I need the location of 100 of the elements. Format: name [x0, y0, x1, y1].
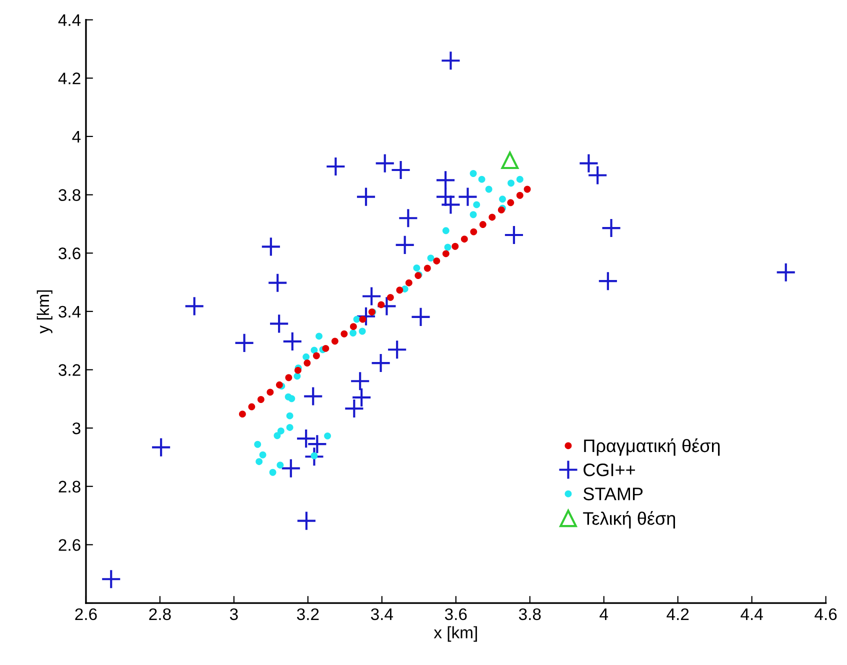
point	[588, 165, 608, 186]
point	[350, 323, 357, 330]
point	[307, 434, 328, 454]
point	[322, 344, 330, 352]
point	[340, 330, 348, 338]
point	[470, 211, 477, 218]
point	[398, 208, 418, 228]
x-tick-label: 4.4	[740, 608, 763, 620]
point	[184, 296, 204, 316]
point	[435, 186, 456, 207]
point	[374, 153, 395, 174]
point	[601, 218, 622, 238]
point	[326, 156, 346, 177]
point	[424, 264, 431, 272]
point	[361, 286, 382, 306]
point	[280, 458, 301, 478]
point	[234, 332, 254, 353]
y-tick-label: 4.4	[58, 14, 81, 26]
point	[598, 271, 618, 292]
point	[394, 234, 415, 256]
point	[150, 437, 172, 458]
x-tick-label: 3.8	[518, 608, 541, 620]
point	[507, 199, 514, 206]
point	[440, 50, 461, 71]
point	[276, 381, 283, 388]
point	[470, 228, 478, 236]
point	[296, 510, 317, 531]
point	[269, 314, 290, 334]
point	[324, 432, 332, 440]
y-tick-label: 3.8	[58, 189, 80, 201]
point	[316, 332, 322, 340]
point	[499, 196, 506, 203]
point	[405, 279, 412, 286]
point	[442, 250, 450, 258]
x-tick-label: 2.8	[149, 608, 171, 620]
point	[444, 244, 452, 251]
point	[101, 569, 122, 590]
point	[304, 446, 324, 467]
point	[310, 346, 318, 354]
point	[488, 214, 496, 221]
point	[259, 451, 266, 458]
y-tick-label: 4.2	[58, 72, 80, 84]
point	[485, 186, 492, 193]
point	[460, 236, 468, 243]
x-tick-label: 3.2	[296, 608, 319, 620]
point	[504, 224, 524, 246]
point	[376, 296, 397, 316]
x-tick-label: 4.6	[814, 608, 837, 620]
point	[294, 372, 301, 380]
point	[452, 242, 459, 250]
point	[254, 440, 262, 448]
legend-label: Τελική θέση	[583, 511, 675, 528]
point	[501, 152, 519, 170]
point	[312, 352, 320, 360]
point	[387, 340, 408, 360]
point	[359, 316, 366, 323]
x-tick-label: 3.6	[444, 608, 467, 620]
y-tick-label: 4	[72, 131, 81, 142]
point	[516, 176, 524, 183]
point	[269, 468, 276, 476]
legend-label: CGI++	[584, 463, 635, 476]
point	[304, 360, 311, 367]
point	[396, 286, 404, 294]
point	[578, 153, 599, 174]
point	[458, 186, 478, 207]
point	[413, 264, 420, 272]
point	[238, 410, 246, 418]
point	[440, 194, 461, 215]
point	[442, 227, 450, 234]
y-tick-label: 2.8	[58, 480, 80, 493]
point	[508, 180, 514, 187]
point	[386, 294, 394, 301]
point	[282, 331, 302, 352]
point	[410, 306, 431, 328]
point	[288, 395, 296, 402]
point	[356, 306, 376, 326]
point	[390, 160, 411, 180]
legend-label: Πραγματική θέση	[584, 438, 720, 456]
point	[277, 428, 284, 434]
point	[276, 462, 284, 469]
y-axis-title: y [km]	[36, 290, 52, 334]
point	[274, 432, 281, 440]
x-tick-label: 4	[600, 608, 608, 620]
point	[303, 386, 324, 406]
point	[256, 458, 263, 466]
point	[260, 236, 282, 257]
point	[370, 352, 391, 374]
point	[350, 371, 370, 392]
y-tick-label: 3	[72, 422, 80, 434]
point	[524, 186, 531, 193]
x-tick-label: 3.4	[370, 608, 394, 620]
point	[257, 396, 264, 403]
point	[353, 316, 360, 323]
point	[433, 258, 440, 264]
point	[248, 403, 256, 410]
x-tick-label: 3	[230, 608, 238, 620]
y-tick-label: 3.2	[58, 364, 80, 376]
y-tick-label: 3.4	[58, 306, 81, 318]
point	[516, 192, 524, 199]
point	[266, 388, 274, 396]
